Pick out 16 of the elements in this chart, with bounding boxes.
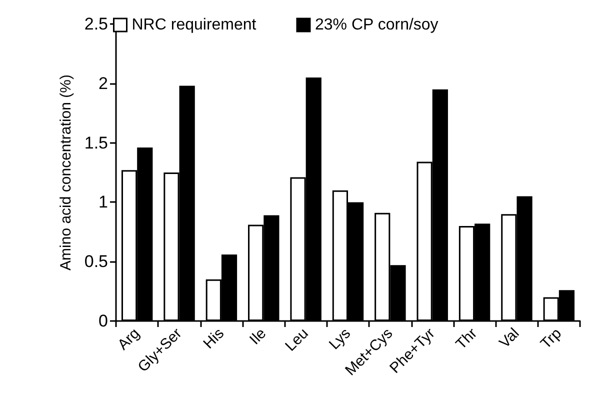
y-tick-label: 2: [98, 74, 108, 93]
x-tick-label: Leu: [282, 324, 312, 355]
y-tick-label: 1: [98, 192, 108, 212]
x-tick-label: Ile: [246, 324, 270, 348]
legend-label: NRC requirement: [132, 16, 257, 34]
x-tick-label: Val: [496, 324, 523, 352]
y-tick-label: 1.5: [84, 133, 108, 152]
y-tick-label: 2.5: [84, 14, 108, 34]
legend-label: 23% CP corn/soy: [314, 16, 438, 34]
y-axis-title: Amino acid concentration (%): [57, 74, 74, 270]
y-tick-label: 0.5: [84, 252, 108, 272]
y-tick-label: 0: [98, 312, 108, 330]
x-tick-label: Arg: [114, 324, 144, 354]
x-tick-label: Trp: [537, 324, 565, 353]
x-tick-label: Thr: [452, 324, 481, 353]
x-tick-label: His: [200, 324, 228, 352]
